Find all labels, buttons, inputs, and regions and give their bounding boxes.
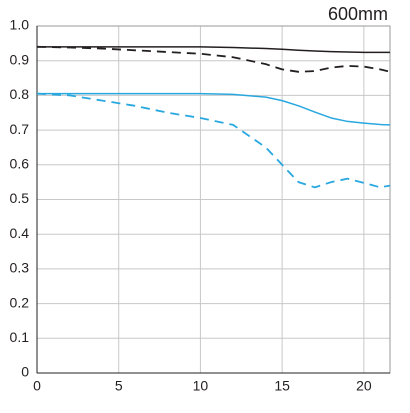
y-tick-label: 0.5 — [10, 190, 30, 206]
y-tick-label: 0.7 — [10, 121, 30, 137]
series-line — [37, 46, 390, 54]
y-tick-label: 0.8 — [10, 86, 30, 102]
chart-title: 600mm — [328, 4, 388, 24]
y-tick-label: 0.6 — [10, 156, 30, 172]
y-tick-label: 0.4 — [10, 225, 30, 241]
series-line — [36, 45, 391, 73]
x-tick-label: 10 — [193, 378, 209, 394]
y-tick-label: 0.2 — [10, 294, 30, 310]
y-tick-label: 0.3 — [10, 260, 30, 276]
x-tick-label: 15 — [274, 378, 290, 394]
y-tick-label: 0 — [21, 364, 29, 380]
y-tick-label: 1.0 — [10, 17, 30, 33]
x-tick-label: 0 — [33, 378, 41, 394]
series-line — [37, 92, 391, 126]
x-tick-label: 20 — [356, 378, 372, 394]
y-tick-label: 0.9 — [10, 51, 30, 67]
series-line — [36, 92, 391, 189]
x-tick-label: 5 — [115, 378, 123, 394]
y-tick-label: 0.1 — [10, 329, 30, 345]
